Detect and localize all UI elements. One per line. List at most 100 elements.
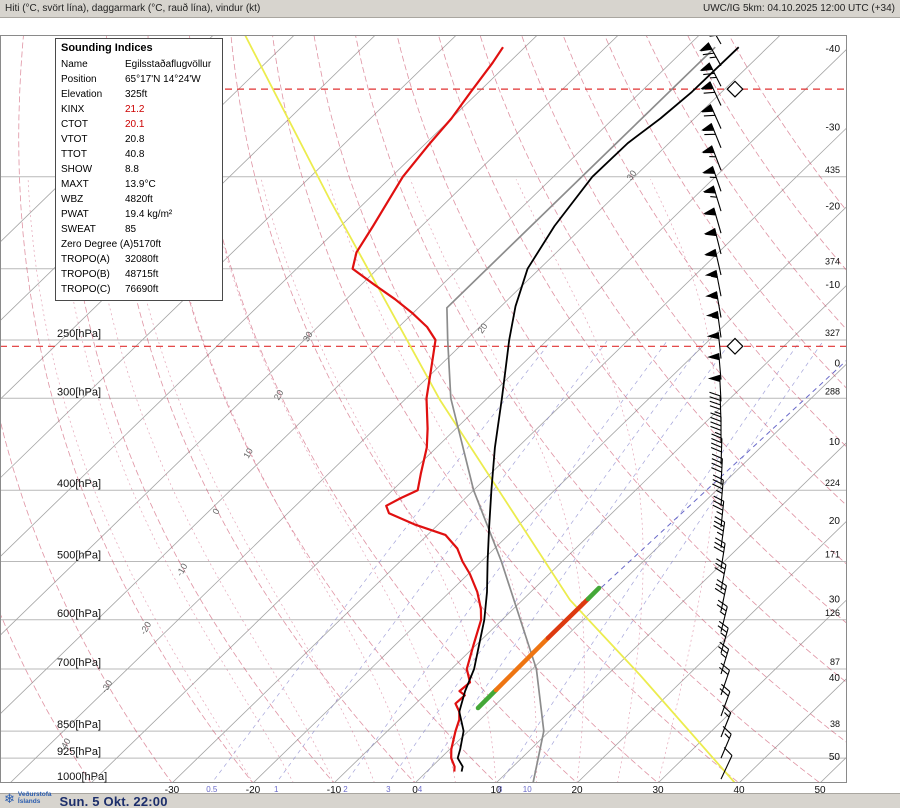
index-label: TROPO(B) xyxy=(61,269,110,280)
svg-text:87: 87 xyxy=(830,657,840,667)
met-office-logo: ❄ Veðurstofa Íslands xyxy=(4,791,52,805)
svg-text:40: 40 xyxy=(829,673,841,684)
svg-text:30: 30 xyxy=(625,168,639,182)
indices-row: SHOW 8.8 xyxy=(56,162,222,177)
index-value: 76690ft xyxy=(125,284,159,295)
indices-row: Elevation 325ft xyxy=(56,87,222,102)
svg-text:-30: -30 xyxy=(826,123,841,134)
svg-text:0: 0 xyxy=(210,507,221,516)
indices-row: TTOT 40.8 xyxy=(56,147,222,162)
index-value: 21.2 xyxy=(125,104,145,115)
sounding-indices-panel: Sounding Indices Name Egilsstaðaflugvöllu… xyxy=(55,38,223,301)
index-value: 4820ft xyxy=(125,194,153,205)
legend-label: Hiti (°C, svört lína), daggarmark (°C, r… xyxy=(5,3,261,14)
svg-text:38: 38 xyxy=(830,719,840,729)
svg-text:-40: -40 xyxy=(826,44,841,55)
svg-text:300[hPa]: 300[hPa] xyxy=(57,386,101,398)
index-label: Position xyxy=(61,74,97,85)
index-label: Zero Degree (A) xyxy=(61,239,134,250)
svg-text:50: 50 xyxy=(814,785,826,796)
indices-row: TROPO(C) 76690ft xyxy=(56,282,222,297)
svg-text:700[hPa]: 700[hPa] xyxy=(57,657,101,669)
svg-text:8: 8 xyxy=(498,785,503,794)
svg-text:20: 20 xyxy=(272,388,286,402)
svg-text:850[hPa]: 850[hPa] xyxy=(57,719,101,731)
svg-text:20: 20 xyxy=(571,785,583,796)
svg-text:2: 2 xyxy=(343,785,348,794)
indices-rows: Name Egilsstaðaflugvöllur Position 65°17'N … xyxy=(56,57,222,297)
index-value: 20.1 xyxy=(125,119,145,130)
index-label: WBZ xyxy=(61,194,84,205)
snowflake-logo-icon: ❄ xyxy=(4,790,15,806)
indices-row: TROPO(A) 32080ft xyxy=(56,252,222,267)
svg-text:30: 30 xyxy=(652,785,664,796)
index-label: CTOT xyxy=(61,119,89,130)
svg-text:30: 30 xyxy=(301,330,315,344)
indices-title: Sounding Indices xyxy=(61,42,153,54)
valid-time-label: Sun. 5 Okt. 22:00 xyxy=(59,793,168,808)
index-label: SWEAT xyxy=(61,224,96,235)
svg-text:50: 50 xyxy=(829,752,841,763)
logo-text-line1: Veðurstofa xyxy=(17,791,52,798)
svg-text:10: 10 xyxy=(490,785,502,796)
svg-text:1: 1 xyxy=(274,785,279,794)
index-value: Egilsstaðaflugvöllur xyxy=(125,59,212,70)
svg-text:224: 224 xyxy=(825,478,840,488)
index-label: PWAT xyxy=(61,209,89,220)
logo-text-line2: Íslands xyxy=(17,798,41,805)
index-label: Name xyxy=(61,59,88,70)
svg-text:288: 288 xyxy=(825,386,840,396)
index-label: SHOW xyxy=(61,164,93,175)
index-value: 325ft xyxy=(125,89,148,100)
indices-row: TROPO(B) 48715ft xyxy=(56,267,222,282)
index-label: TROPO(C) xyxy=(61,284,111,295)
model-run-label: UWC/IG 5km: 04.10.2025 12:00 UTC (+34) xyxy=(702,3,895,14)
indices-row: Position 65°17'N 14°24'W xyxy=(56,72,222,87)
svg-text:20: 20 xyxy=(476,321,490,335)
svg-text:126: 126 xyxy=(825,608,840,618)
bottom-status-bar: ❄ Veðurstofa Íslands Sun. 5 Okt. 22:00 xyxy=(0,791,900,808)
svg-text:10: 10 xyxy=(523,785,532,794)
index-value: 5170ft xyxy=(133,239,162,250)
svg-text:-20: -20 xyxy=(826,201,841,212)
svg-text:0: 0 xyxy=(412,785,418,796)
index-value: 65°17'N 14°24'W xyxy=(125,74,201,85)
index-value: 40.8 xyxy=(125,149,145,160)
indices-row: VTOT 20.8 xyxy=(56,132,222,147)
svg-text:374: 374 xyxy=(825,257,840,267)
index-value: 8.8 xyxy=(125,164,139,175)
top-info-bar: Hiti (°C, svört lína), daggarmark (°C, r… xyxy=(0,0,900,18)
index-label: KINX xyxy=(61,104,85,115)
indices-row: WBZ 4820ft xyxy=(56,192,222,207)
indices-row: SWEAT 85 xyxy=(56,222,222,237)
svg-text:0.5: 0.5 xyxy=(206,785,218,794)
svg-text:-10: -10 xyxy=(327,785,342,796)
svg-text:-20: -20 xyxy=(246,785,261,796)
svg-text:250[hPa]: 250[hPa] xyxy=(57,328,101,340)
index-label: MAXT xyxy=(61,179,89,190)
index-value: 20.8 xyxy=(125,134,145,145)
index-value: 19.4 kg/m² xyxy=(125,209,173,220)
index-value: 13.9°C xyxy=(125,179,156,190)
svg-text:20: 20 xyxy=(829,516,841,527)
svg-text:500[hPa]: 500[hPa] xyxy=(57,550,101,562)
svg-text:435: 435 xyxy=(825,165,840,175)
indices-row: Name Egilsstaðaflugvöllur xyxy=(56,57,222,72)
svg-text:171: 171 xyxy=(825,550,840,560)
index-label: VTOT xyxy=(61,134,88,145)
svg-text:10: 10 xyxy=(829,437,841,448)
svg-text:0: 0 xyxy=(834,359,840,370)
indices-row: CTOT 20.1 xyxy=(56,117,222,132)
index-label: TTOT xyxy=(61,149,87,160)
index-value: 32080ft xyxy=(125,254,159,265)
index-value: 85 xyxy=(125,224,137,235)
svg-text:30: 30 xyxy=(829,595,841,606)
svg-text:10: 10 xyxy=(241,446,255,460)
svg-text:4: 4 xyxy=(418,785,423,794)
svg-text:-10: -10 xyxy=(826,280,841,291)
svg-text:925[hPa]: 925[hPa] xyxy=(57,746,101,758)
index-label: TROPO(A) xyxy=(61,254,110,265)
indices-row: KINX 21.2 xyxy=(56,102,222,117)
indices-row: Zero Degree (A) 5170ft xyxy=(56,237,222,252)
